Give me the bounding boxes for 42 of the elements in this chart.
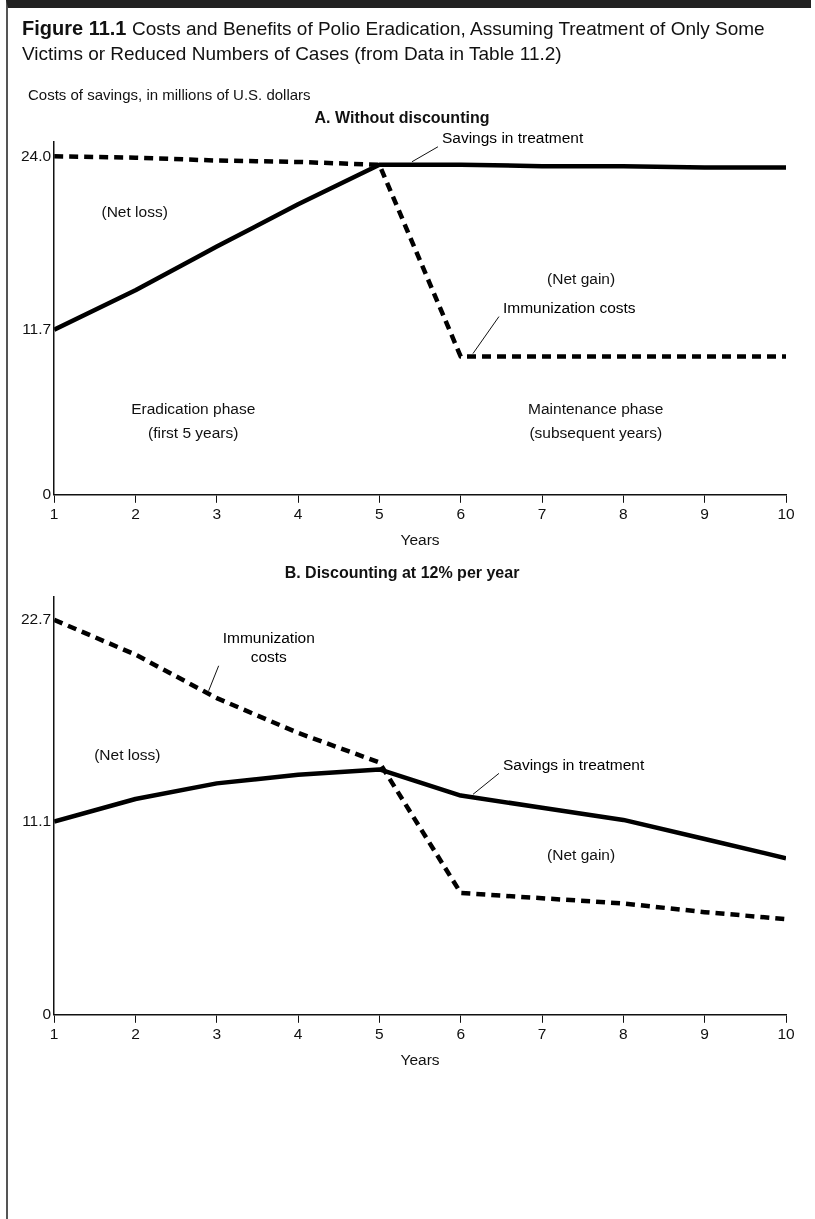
- y-tick-label: 11.7: [22, 320, 52, 338]
- x-tick-label: 3: [212, 1025, 222, 1043]
- x-axis-title: Years: [400, 530, 440, 548]
- x-tick-label: 7: [537, 1025, 547, 1043]
- text: Immunization costs: [502, 298, 636, 316]
- x-tick-label: 3: [212, 505, 222, 523]
- chart-subtitle: A. Without discounting: [314, 109, 490, 127]
- x-tick-label: 4: [293, 505, 303, 523]
- annotation: (Net gain): [547, 270, 616, 287]
- annotation: Eradication phase (first 5 years): [131, 400, 256, 442]
- x-tick-label: 1: [49, 505, 59, 523]
- chart-title: Figure 11.1 Costs and Benefits of Polio Eradication, Assuming Treatment of Only Some Victims or Reduced Numbers of Cases (from Data in Table 11.2): [21, 16, 766, 66]
- series-label: Savings in treatment: [502, 755, 645, 773]
- y-axis-title: Costs of savings, in millions of U.S. dollars: [27, 85, 312, 103]
- y-tick-label: 0: [42, 1005, 52, 1023]
- x-tick-label: 7: [537, 505, 547, 523]
- text: Immunization costs: [222, 629, 315, 666]
- x-tick-label: 2: [131, 1025, 140, 1043]
- x-tick-label: 6: [456, 505, 466, 523]
- annotation: (Net loss): [101, 203, 168, 220]
- y-tick-label: 24.0: [21, 146, 52, 164]
- x-tick-label: 10: [777, 1025, 795, 1043]
- x-tick-label: 6: [456, 1025, 466, 1043]
- x-tick-label: 5: [375, 1025, 384, 1043]
- x-tick-label: 9: [700, 505, 709, 523]
- series-label: Savings in treatment: [441, 129, 584, 147]
- x-tick-label: 1: [49, 1025, 59, 1043]
- x-tick-label: 2: [131, 505, 140, 523]
- x-tick-label: 4: [293, 1025, 303, 1043]
- x-tick-label: 8: [619, 505, 628, 523]
- annotation: (Net gain): [547, 846, 616, 864]
- x-tick-label: 8: [619, 1025, 628, 1043]
- x-tick-label: 9: [700, 1025, 709, 1043]
- y-tick-label: 0: [42, 485, 52, 503]
- annotation: Maintenance phase (subsequent years): [528, 400, 664, 442]
- chart-title: B. Discounting at 12% per year: [284, 564, 520, 582]
- x-tick-label: 5: [375, 505, 384, 523]
- y-tick-label: 11.1: [22, 811, 52, 829]
- y-tick-label: 22.7: [21, 610, 52, 628]
- annotation: (Net loss): [94, 746, 161, 764]
- x-tick-label: 10: [777, 505, 795, 523]
- x-axis-title: Years: [400, 1050, 440, 1068]
